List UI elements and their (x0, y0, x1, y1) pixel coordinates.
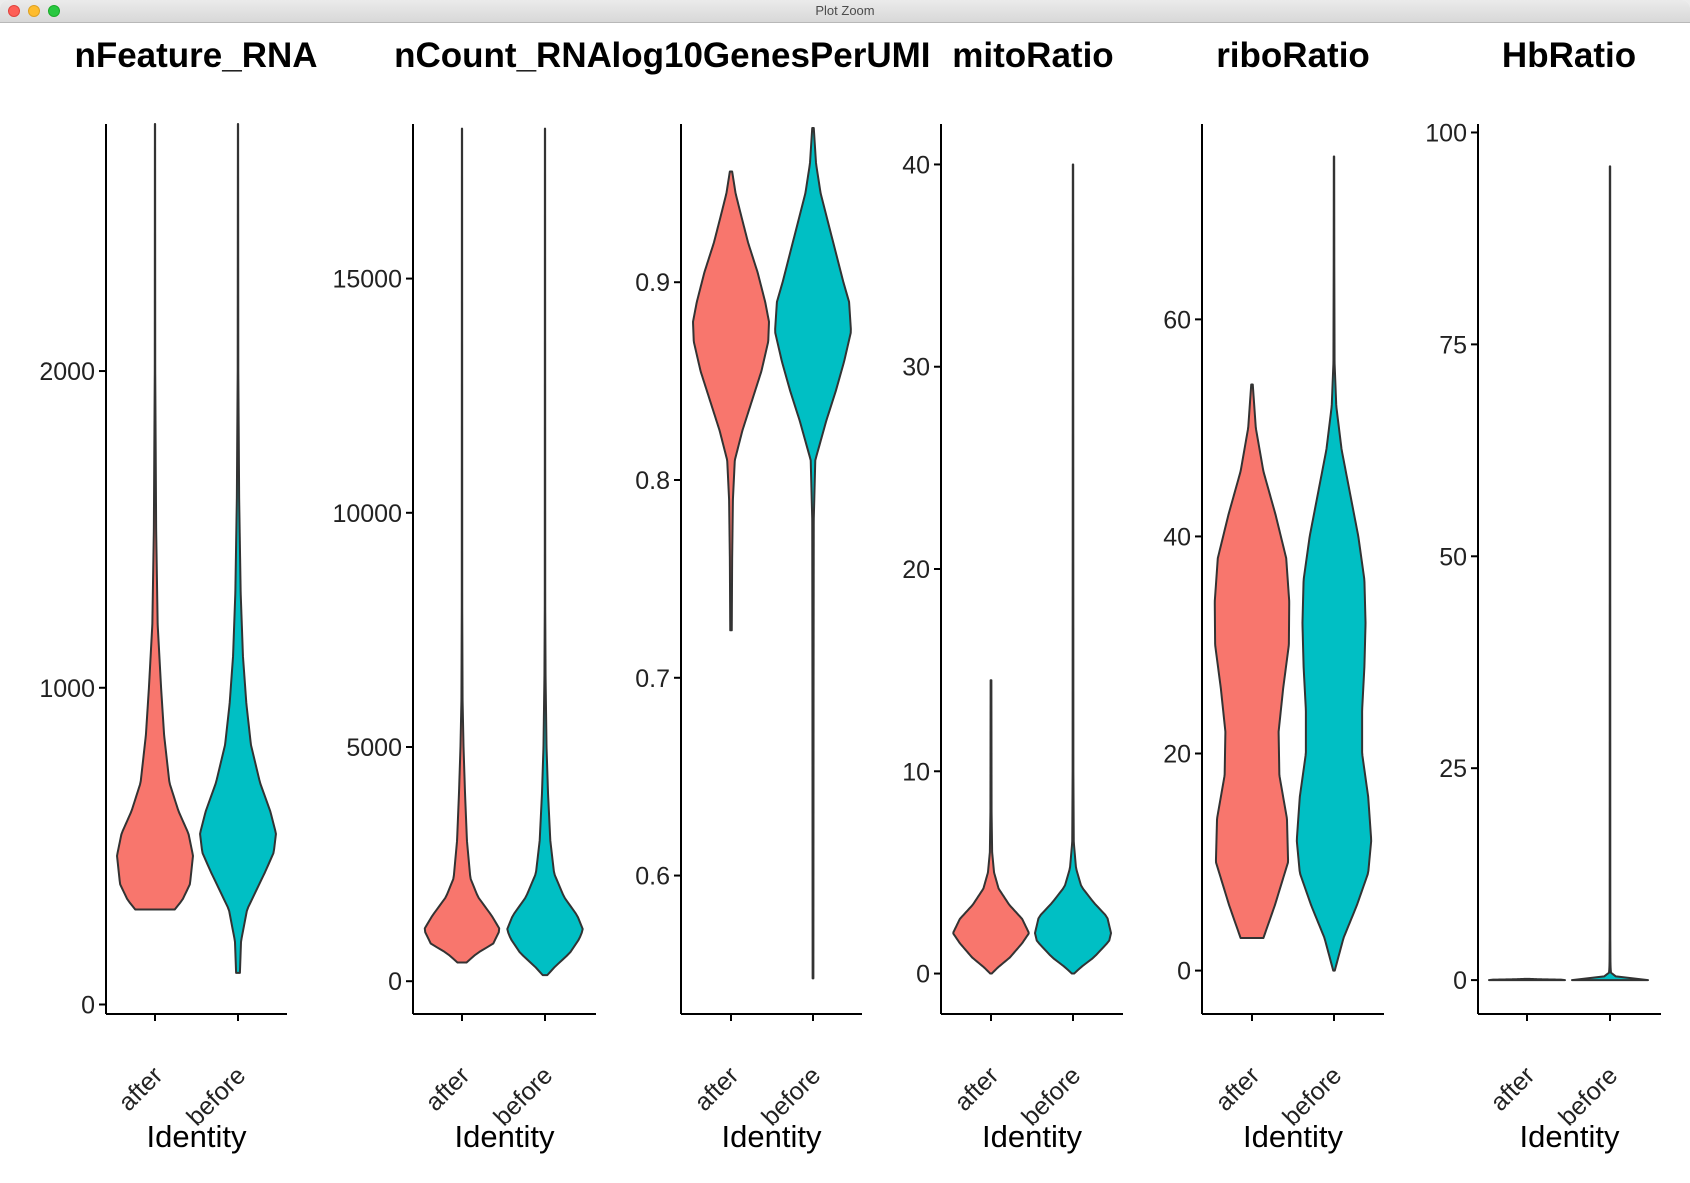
panel-title: nCount_RNA (394, 36, 612, 75)
y-tick-label: 10000 (332, 500, 402, 528)
y-tick-label: 1000 (39, 675, 95, 703)
y-tick-label: 5000 (346, 734, 402, 762)
y-tick-label: 20 (902, 556, 930, 584)
y-tick-label: 2000 (39, 358, 95, 386)
y-tick-label: 40 (902, 151, 930, 179)
x-axis-title: Identity (1520, 1119, 1620, 1154)
x-tick-label: after (1210, 1061, 1265, 1116)
x-axis-title: Identity (147, 1119, 247, 1154)
violin-before (1295, 155, 1373, 972)
y-tick-label: 0 (1177, 958, 1191, 986)
x-axis-title: Identity (455, 1119, 555, 1154)
x-tick-label: after (113, 1061, 168, 1116)
y-tick-label: 40 (1163, 523, 1191, 551)
x-axis-title: Identity (1243, 1119, 1343, 1154)
panel-title: riboRatio (1216, 36, 1370, 75)
violin-before (199, 123, 277, 974)
x-tick-label: after (1485, 1061, 1540, 1116)
y-tick-label: 50 (1439, 543, 1467, 571)
minimize-window-button[interactable] (28, 5, 40, 17)
title-bar: Plot Zoom (0, 0, 1690, 23)
violin-before (1571, 165, 1649, 982)
x-tick-label: after (689, 1061, 744, 1116)
x-axis-title: Identity (722, 1119, 822, 1154)
y-tick-label: 15000 (332, 266, 402, 294)
y-tick-label: 0 (81, 991, 95, 1019)
window-title: Plot Zoom (815, 3, 875, 18)
x-tick-label: after (420, 1061, 475, 1116)
violin-before (506, 127, 584, 977)
y-tick-label: 0.9 (635, 269, 670, 297)
y-tick-label: 0.6 (635, 863, 670, 891)
y-tick-label: 20 (1163, 741, 1191, 769)
panel-title: log10GenesPerUMI (612, 36, 931, 75)
violin-before (774, 126, 852, 980)
y-tick-label: 0 (1453, 967, 1467, 995)
y-tick-label: 75 (1439, 331, 1467, 359)
y-tick-label: 60 (1163, 306, 1191, 334)
violin-after (423, 127, 501, 964)
y-tick-label: 25 (1439, 755, 1467, 783)
close-window-button[interactable] (8, 5, 20, 17)
panel-title: HbRatio (1502, 36, 1636, 75)
zoom-window-button[interactable] (48, 5, 60, 17)
violin-after (952, 679, 1030, 975)
violin-after (1213, 383, 1291, 940)
panel-title: nFeature_RNA (74, 36, 317, 75)
violin-after (116, 123, 194, 911)
y-tick-label: 10 (902, 758, 930, 786)
y-tick-label: 0.7 (635, 665, 670, 693)
y-tick-label: 0 (388, 968, 402, 996)
x-axis-title: Identity (982, 1119, 1082, 1154)
x-tick-label: after (949, 1061, 1004, 1116)
y-tick-label: 0 (916, 961, 930, 989)
panel-title: mitoRatio (952, 36, 1113, 75)
y-tick-label: 100 (1425, 119, 1467, 147)
violin-after (692, 170, 770, 632)
y-tick-label: 0.8 (635, 467, 670, 495)
violin-after (1488, 977, 1566, 982)
violin-before (1034, 163, 1112, 975)
y-tick-label: 30 (902, 354, 930, 382)
